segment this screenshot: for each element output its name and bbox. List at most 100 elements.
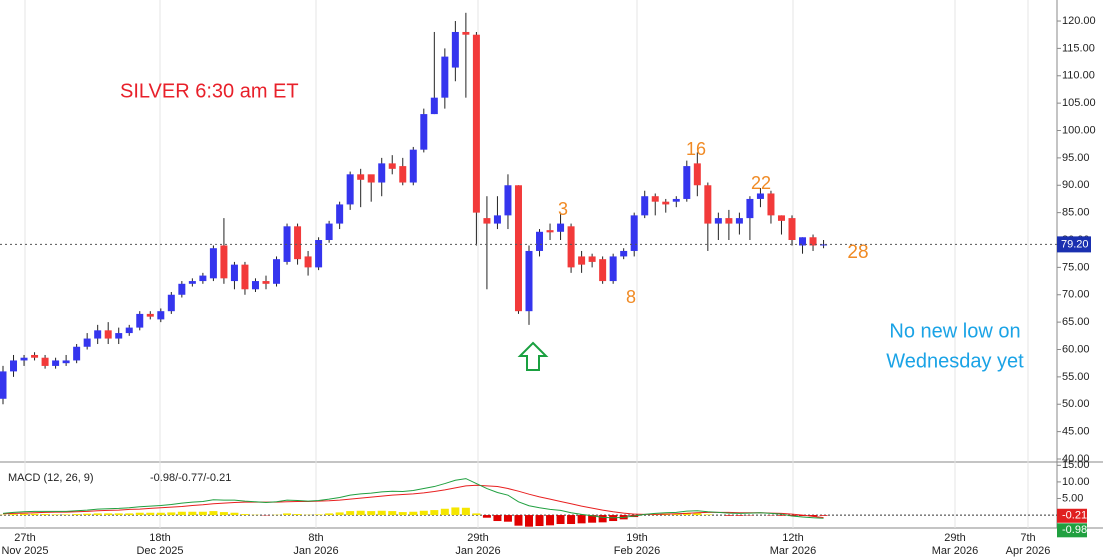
value-badge-label: -0.98: [1062, 524, 1087, 536]
y-tick-label: 90.00: [1062, 179, 1090, 191]
histogram-bar: [546, 515, 555, 526]
up-arrow: [517, 341, 549, 371]
histogram-bar: [346, 511, 355, 516]
histogram-bar: [451, 507, 460, 516]
annotation: 28: [847, 242, 868, 263]
histogram-bar: [167, 512, 176, 516]
candle-body: [357, 174, 365, 180]
macd-line: [2, 478, 824, 519]
histogram-bar: [209, 511, 218, 516]
y-tick-label: 100.00: [1062, 124, 1096, 136]
annotation: 16: [686, 139, 706, 159]
value-badge-label: -0.21: [1062, 510, 1087, 522]
histogram-bar: [556, 515, 565, 525]
histogram-bar: [30, 513, 39, 516]
candle-body: [367, 174, 375, 183]
x-tick-month: Nov 2025: [1, 545, 48, 557]
candle-body: [799, 237, 807, 246]
candle-body: [672, 198, 680, 202]
candle-body: [777, 215, 785, 221]
candle-body: [294, 226, 302, 260]
y-tick-label: 45.00: [1062, 426, 1090, 438]
y-tick-label: 55.00: [1062, 371, 1090, 383]
histogram-bar: [588, 515, 597, 523]
histogram-bar: [62, 514, 71, 516]
candle-body: [10, 360, 18, 372]
y-tick-label: 95.00: [1062, 152, 1090, 164]
candle-body: [41, 357, 49, 366]
candle-body: [725, 218, 733, 224]
histogram-bar: [388, 511, 397, 516]
x-tick-day: 12th: [782, 532, 803, 544]
x-tick-day: 27th: [14, 532, 35, 544]
y-tick-label: 15.00: [1062, 459, 1090, 471]
candle-body: [73, 346, 81, 361]
histogram-bar: [51, 514, 60, 516]
candle-body: [441, 56, 449, 98]
x-tick-month: Jan 2026: [455, 545, 500, 557]
y-tick-label: 120.00: [1062, 15, 1096, 27]
candle-body: [209, 248, 217, 279]
candle-body: [809, 237, 817, 246]
histogram-bar: [440, 508, 449, 516]
histogram-bar: [156, 512, 165, 516]
x-tick-day: 18th: [149, 532, 170, 544]
candle-body: [104, 330, 112, 339]
histogram-bar: [83, 513, 92, 516]
histogram-bar: [672, 513, 681, 516]
histogram-bar: [177, 511, 186, 516]
candle-body: [462, 31, 470, 35]
histogram-bar: [819, 515, 828, 516]
candle-body: [273, 259, 281, 284]
signal-line: [2, 484, 824, 519]
histogram-bar: [240, 514, 249, 516]
x-tick-month: Mar 2026: [932, 545, 978, 557]
histogram-bar: [482, 515, 491, 518]
candle-body: [83, 338, 91, 347]
x-tick-month: Jan 2026: [293, 545, 338, 557]
y-tick-label: 70.00: [1062, 289, 1090, 301]
candle-body: [304, 256, 312, 268]
histogram-bar: [514, 515, 523, 526]
y-tick-label: 10.00: [1062, 476, 1090, 488]
candle-body: [641, 196, 649, 216]
y-tick-label: 110.00: [1062, 70, 1095, 82]
histogram-bar: [125, 513, 134, 516]
candle-body: [420, 114, 428, 150]
candle-body: [735, 218, 743, 224]
histogram-bar: [20, 513, 29, 516]
histogram-bar: [493, 515, 502, 522]
candle-body: [136, 313, 144, 328]
candle-body: [430, 97, 438, 115]
histogram-bar: [598, 515, 607, 523]
macd-title: MACD (12, 26, 9): [8, 472, 94, 484]
histogram-bar: [409, 511, 418, 516]
last-price-badge: [1057, 236, 1091, 253]
candle-body: [388, 163, 396, 169]
candle-body: [399, 166, 407, 183]
candle-body: [115, 333, 123, 339]
candle-body: [493, 215, 501, 224]
histogram-bar: [419, 510, 428, 516]
histogram-bar: [146, 512, 155, 516]
y-tick-label: 75.00: [1062, 261, 1090, 273]
annotation: SILVER 6:30 am ET: [120, 80, 299, 102]
histogram-bar: [356, 510, 365, 516]
histogram-bar: [472, 513, 481, 516]
annotation: 22: [751, 173, 771, 193]
annotation: No new low on: [889, 320, 1020, 342]
candle-body: [767, 193, 775, 216]
candle-body: [714, 218, 722, 224]
histogram-bar: [41, 514, 50, 516]
histogram-bar: [377, 510, 386, 516]
x-tick-day: 8th: [308, 532, 323, 544]
histogram-bar: [219, 512, 228, 516]
candle-body: [514, 185, 522, 312]
candle-body: [251, 281, 259, 290]
x-tick-day: 7th: [1020, 532, 1035, 544]
y-tick-label: 50.00: [1062, 398, 1090, 410]
histogram-bar: [188, 511, 197, 516]
candle-body: [756, 193, 764, 199]
histogram-bar: [135, 512, 144, 516]
